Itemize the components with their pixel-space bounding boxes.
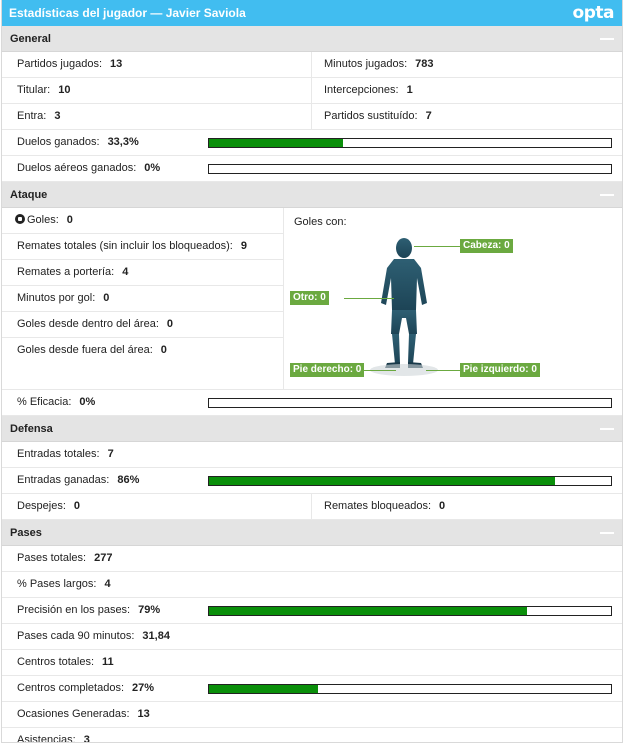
progress-bar (208, 606, 612, 616)
stat-eficacia: % Eficacia: 0% (2, 390, 622, 416)
stat-partidos-sustituido: Partidos sustituído: 7 (324, 110, 432, 122)
stat-centros-totales: Centros totales: 11 (2, 650, 622, 676)
tag-pie-derecho: Pie derecho: 0 (290, 363, 365, 377)
tag-pie-izquierdo: Pie izquierdo: 0 (460, 363, 540, 377)
collapse-icon[interactable] (600, 38, 614, 40)
stat-remates-bloqueados: Remates bloqueados: 0 (324, 500, 446, 512)
opta-logo: opta (572, 3, 615, 23)
stat-duelos-aereos: Duelos aéreos ganados: 0% (2, 156, 622, 182)
stat-partidos-jugados: Partidos jugados: 13 (2, 52, 312, 77)
ataque-body: Goles: 0 Remates totales (sin incluir los… (2, 208, 622, 390)
stat-goles-dentro: Goles desde dentro del área: 0 (2, 312, 284, 338)
section-defensa-title: Defensa (10, 423, 53, 435)
stat-remates-totales: Remates totales (sin incluir los bloquea… (2, 234, 284, 260)
stat-titular: Titular: 10 (2, 78, 312, 103)
stat-intercepciones: Intercepciones: 1 (324, 84, 413, 96)
collapse-icon[interactable] (600, 532, 614, 534)
stat-pases-90: Pases cada 90 minutos: 31,84 (2, 624, 622, 650)
progress-bar (208, 476, 612, 486)
stat-row: Entra: 3 Partidos sustituído: 7 (2, 104, 622, 130)
soccer-ball-icon (15, 214, 25, 224)
tag-otro: Otro: 0 (290, 291, 329, 305)
stat-precision: Precisión en los pases: 79% (2, 598, 622, 624)
collapse-icon[interactable] (600, 428, 614, 430)
widget-title: Estadísticas del jugador — Javier Saviol… (9, 6, 246, 20)
stat-goles: Goles: 0 (2, 208, 284, 234)
player-silhouette-icon (370, 238, 438, 376)
stat-despejes: Despejes: 0 (2, 494, 312, 519)
tag-cabeza: Cabeza: 0 (460, 239, 513, 253)
stat-pases-totales: Pases totales: 277 (2, 546, 622, 572)
stat-asistencias: Asistencias: 3 (2, 728, 622, 742)
stat-entra: Entra: 3 (2, 104, 312, 129)
stat-minutos-jugados: Minutos jugados: 783 (324, 58, 434, 70)
goles-con-panel: Goles con: Cabeza: 0 Otro: 0 (284, 208, 622, 389)
stat-centros-completados: Centros completados: 27% (2, 676, 622, 702)
stat-remates-porteria: Remates a portería: 4 (2, 260, 284, 286)
stat-duelos-ganados: Duelos ganados: 33,3% (2, 130, 622, 156)
section-general-header[interactable]: General (2, 26, 622, 52)
stat-entradas-ganadas: Entradas ganadas: 86% (2, 468, 622, 494)
progress-bar (208, 138, 612, 148)
section-pases-header[interactable]: Pases (2, 520, 622, 546)
stat-pases-largos: % Pases largos: 4 (2, 572, 622, 598)
stat-row: Partidos jugados: 13 Minutos jugados: 783 (2, 52, 622, 78)
section-defensa-header[interactable]: Defensa (2, 416, 622, 442)
progress-bar (208, 164, 612, 174)
collapse-icon[interactable] (600, 194, 614, 196)
stat-row: Titular: 10 Intercepciones: 1 (2, 78, 622, 104)
stat-ocasiones: Ocasiones Generadas: 13 (2, 702, 622, 728)
progress-bar (208, 684, 612, 694)
section-pases-title: Pases (10, 527, 42, 539)
progress-bar (208, 398, 612, 408)
section-general-title: General (10, 33, 51, 45)
section-ataque-title: Ataque (10, 189, 48, 201)
stat-row: Despejes: 0 Remates bloqueados: 0 (2, 494, 622, 520)
stat-minutos-por-gol: Minutos por gol: 0 (2, 286, 284, 312)
goles-con-label: Goles con: (294, 216, 347, 228)
stat-goles-fuera: Goles desde fuera del área: 0 (17, 344, 167, 356)
section-ataque-header[interactable]: Ataque (2, 182, 622, 208)
stat-entradas-totales: Entradas totales: 7 (2, 442, 622, 468)
widget-header: Estadísticas del jugador — Javier Saviol… (2, 0, 622, 26)
